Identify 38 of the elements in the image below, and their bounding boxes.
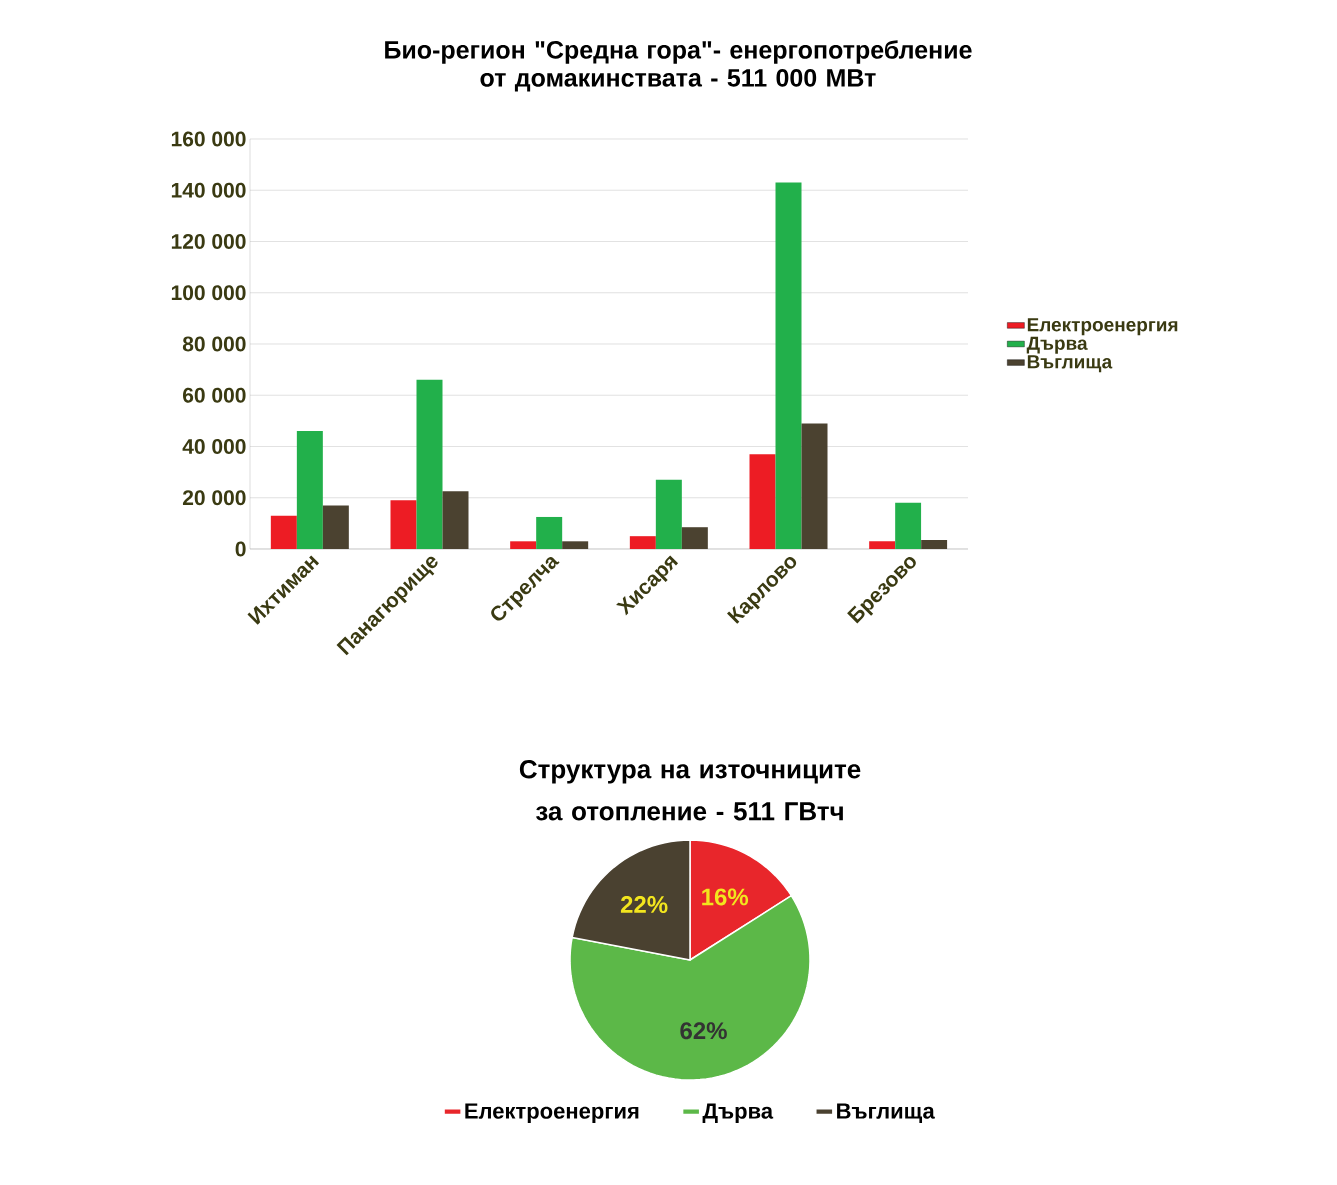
bar [921, 540, 948, 549]
chart-title: Структура на източниците за отопление - 511 ГВтч [519, 760, 861, 821]
bar [270, 515, 297, 549]
bar [296, 431, 323, 549]
y-tick-label: 120 000 [171, 234, 246, 249]
y-tick-label: 60 000 [183, 387, 246, 403]
legend-label: Електроенергия [1027, 318, 1178, 336]
bar [869, 541, 896, 549]
bar [536, 516, 563, 549]
bar [801, 423, 828, 549]
chart-title: Био-регион "Средна гора"- енергопотребление от домакинствата - 511 000 МВт [385, 40, 972, 92]
bar [562, 541, 589, 549]
legend-label: Електроенергия [465, 1103, 639, 1124]
bar [749, 454, 776, 549]
y-tick-label: 20 000 [182, 490, 246, 506]
y-tick-label: 0 [235, 541, 246, 557]
data-label: 16% [702, 888, 749, 906]
bar [416, 379, 443, 549]
legend-label: Въглища [1027, 355, 1113, 373]
legend-label: Дърва [1026, 336, 1088, 354]
bar [895, 502, 922, 549]
legend-label: Дърва [702, 1103, 774, 1124]
bar [629, 536, 656, 549]
y-tick-label: 160 000 [171, 131, 246, 147]
y-tick-label: 140 000 [171, 182, 246, 198]
data-label: 22% [620, 896, 668, 913]
bar [655, 479, 682, 549]
legend-label: Въглища [837, 1103, 935, 1123]
bar [681, 527, 708, 549]
bar [390, 500, 417, 549]
bar [442, 491, 469, 549]
bar [322, 505, 349, 549]
data-label: 62% [680, 1022, 727, 1040]
y-tick-label: 40 000 [182, 439, 246, 454]
bar [510, 541, 537, 549]
y-tick-label: 80 000 [182, 336, 246, 352]
y-tick-label: 100 000 [171, 285, 246, 301]
bar [775, 182, 802, 549]
